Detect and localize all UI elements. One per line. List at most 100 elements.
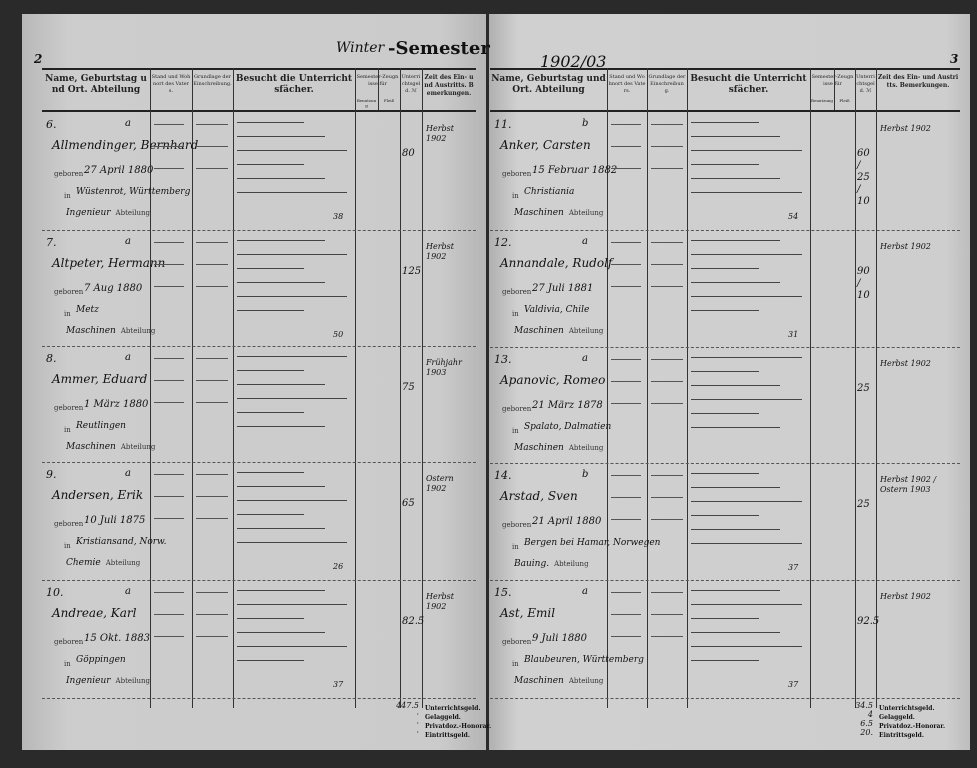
in-label: in: [512, 192, 519, 200]
remark: Herbst 1902: [426, 242, 454, 261]
abteilung-label: Abteilung: [568, 327, 604, 335]
enrollment-entry-line: [196, 286, 228, 287]
department: Maschinen: [514, 443, 564, 453]
in-label: in: [64, 192, 71, 200]
father-entry-line: [611, 168, 641, 169]
enrollment-entry-line: [196, 358, 228, 359]
enrollment-entry-line: [651, 359, 683, 360]
tuition-fee: 82.5: [402, 616, 425, 627]
enrollment-entry-line: [651, 403, 683, 404]
subject-entry-line: [237, 514, 305, 515]
subject-entry-line: [237, 268, 305, 269]
column-header-name: Name, Geburtstag und Ort. Abteilung: [491, 74, 606, 95]
subject-entry-line: [691, 268, 759, 269]
semester-handwritten: Winter: [336, 40, 385, 56]
father-entry-line: [154, 636, 184, 637]
abteilung-label: Abteilung: [115, 677, 151, 685]
subject-entry-line: [691, 543, 802, 544]
father-entry-line: [154, 402, 184, 403]
department-row: Maschinen Abteilung: [514, 676, 603, 686]
birth-date: 27 April 1880: [84, 165, 154, 176]
in-label: in: [64, 660, 71, 668]
subject-count: 54: [788, 212, 799, 221]
subject-entry-line: [237, 646, 347, 647]
subject-entry-line: [691, 254, 802, 255]
abteilung-label: Abteilung: [120, 443, 156, 451]
footer-total: 447.5: [396, 701, 419, 710]
subject-entry-line: [237, 618, 305, 619]
enrollment-entry-line: [651, 242, 683, 243]
enrollment-entry-line: [651, 381, 683, 382]
father-entry-line: [154, 146, 184, 147]
subject-entry-line: [691, 529, 781, 530]
column-header-besucht: Besucht die Unterrichtsfächer.: [235, 74, 353, 95]
right-header-rule: [490, 68, 960, 70]
birth-place: Valdivia, Chile: [524, 305, 590, 315]
subject-entry-line: [237, 426, 326, 427]
subject-entry-line: [691, 164, 759, 165]
subject-entry-line: [237, 398, 347, 399]
right-column-divider: [855, 68, 856, 708]
tuition-fee: 75: [402, 382, 415, 393]
entry-letter: a: [125, 586, 131, 597]
enrollment-entry-line: [196, 242, 228, 243]
subject-entry-line: [691, 660, 759, 661]
subject-count: 26: [333, 562, 344, 571]
right-row-divider: [490, 347, 960, 348]
birth-place: Metz: [76, 305, 99, 315]
birth-place: Spalato, Dalmatien: [524, 422, 612, 432]
enrollment-entry-line: [196, 636, 228, 637]
entry-letter: a: [125, 236, 131, 247]
enrollment-entry-line: [651, 286, 683, 287]
subject-entry-line: [691, 296, 802, 297]
birth-place: Wüstenrot, Württemberg: [76, 187, 191, 197]
remark: Ostern 1902: [426, 474, 454, 493]
subject-entry-line: [237, 384, 326, 385]
right-page-number: 3: [950, 52, 959, 66]
father-entry-line: [611, 614, 641, 615]
subject-entry-line: [237, 604, 347, 605]
geboren-label: geboren: [502, 405, 532, 413]
footer-total: 4: [867, 710, 873, 719]
subject-entry-line: [691, 357, 802, 358]
father-entry-line: [154, 168, 184, 169]
father-entry-line: [154, 358, 184, 359]
enrollment-entry-line: [651, 475, 683, 476]
left-column-divider: [355, 68, 356, 708]
father-entry-line: [611, 497, 641, 498]
birth-date: 21 April 1880: [532, 516, 602, 527]
enrollment-entry-line: [196, 146, 228, 147]
department-row: Maschinen Abteilung: [514, 208, 603, 218]
birth-date: 10 Juli 1875: [84, 515, 146, 526]
subject-entry-line: [237, 590, 326, 591]
entry-letter: a: [582, 236, 588, 247]
department-row: Ingenieur Abteilung: [66, 676, 150, 686]
department-row: Chemie Abteilung: [66, 558, 140, 568]
enrollment-entry-line: [196, 124, 228, 125]
enrollment-entry-line: [196, 614, 228, 615]
entry-number: 13.: [494, 353, 512, 366]
father-entry-line: [611, 242, 641, 243]
department-row: Ingenieur Abteilung: [66, 208, 150, 218]
abteilung-label: Abteilung: [105, 559, 141, 567]
subject-entry-line: [237, 310, 305, 311]
enrollment-entry-line: [196, 592, 228, 593]
in-label: in: [512, 543, 519, 551]
subject-entry-line: [237, 178, 326, 179]
enrollment-entry-line: [651, 146, 683, 147]
left-column-divider: [150, 68, 151, 708]
geboren-label: geboren: [502, 288, 532, 296]
tuition-fee: 25: [857, 499, 870, 510]
enrollment-entry-line: [651, 264, 683, 265]
subject-entry-line: [237, 192, 347, 193]
in-label: in: [512, 660, 519, 668]
birth-date: 15 Februar 1882: [532, 165, 618, 176]
left-row-divider: [42, 698, 476, 699]
father-entry-line: [611, 381, 641, 382]
department: Chemie: [66, 558, 101, 568]
department: Maschinen: [514, 208, 564, 218]
birth-date: 21 März 1878: [532, 400, 603, 411]
entry-letter: a: [125, 352, 131, 363]
enrollment-entry-line: [651, 592, 683, 593]
abteilung-label: Abteilung: [115, 209, 151, 217]
